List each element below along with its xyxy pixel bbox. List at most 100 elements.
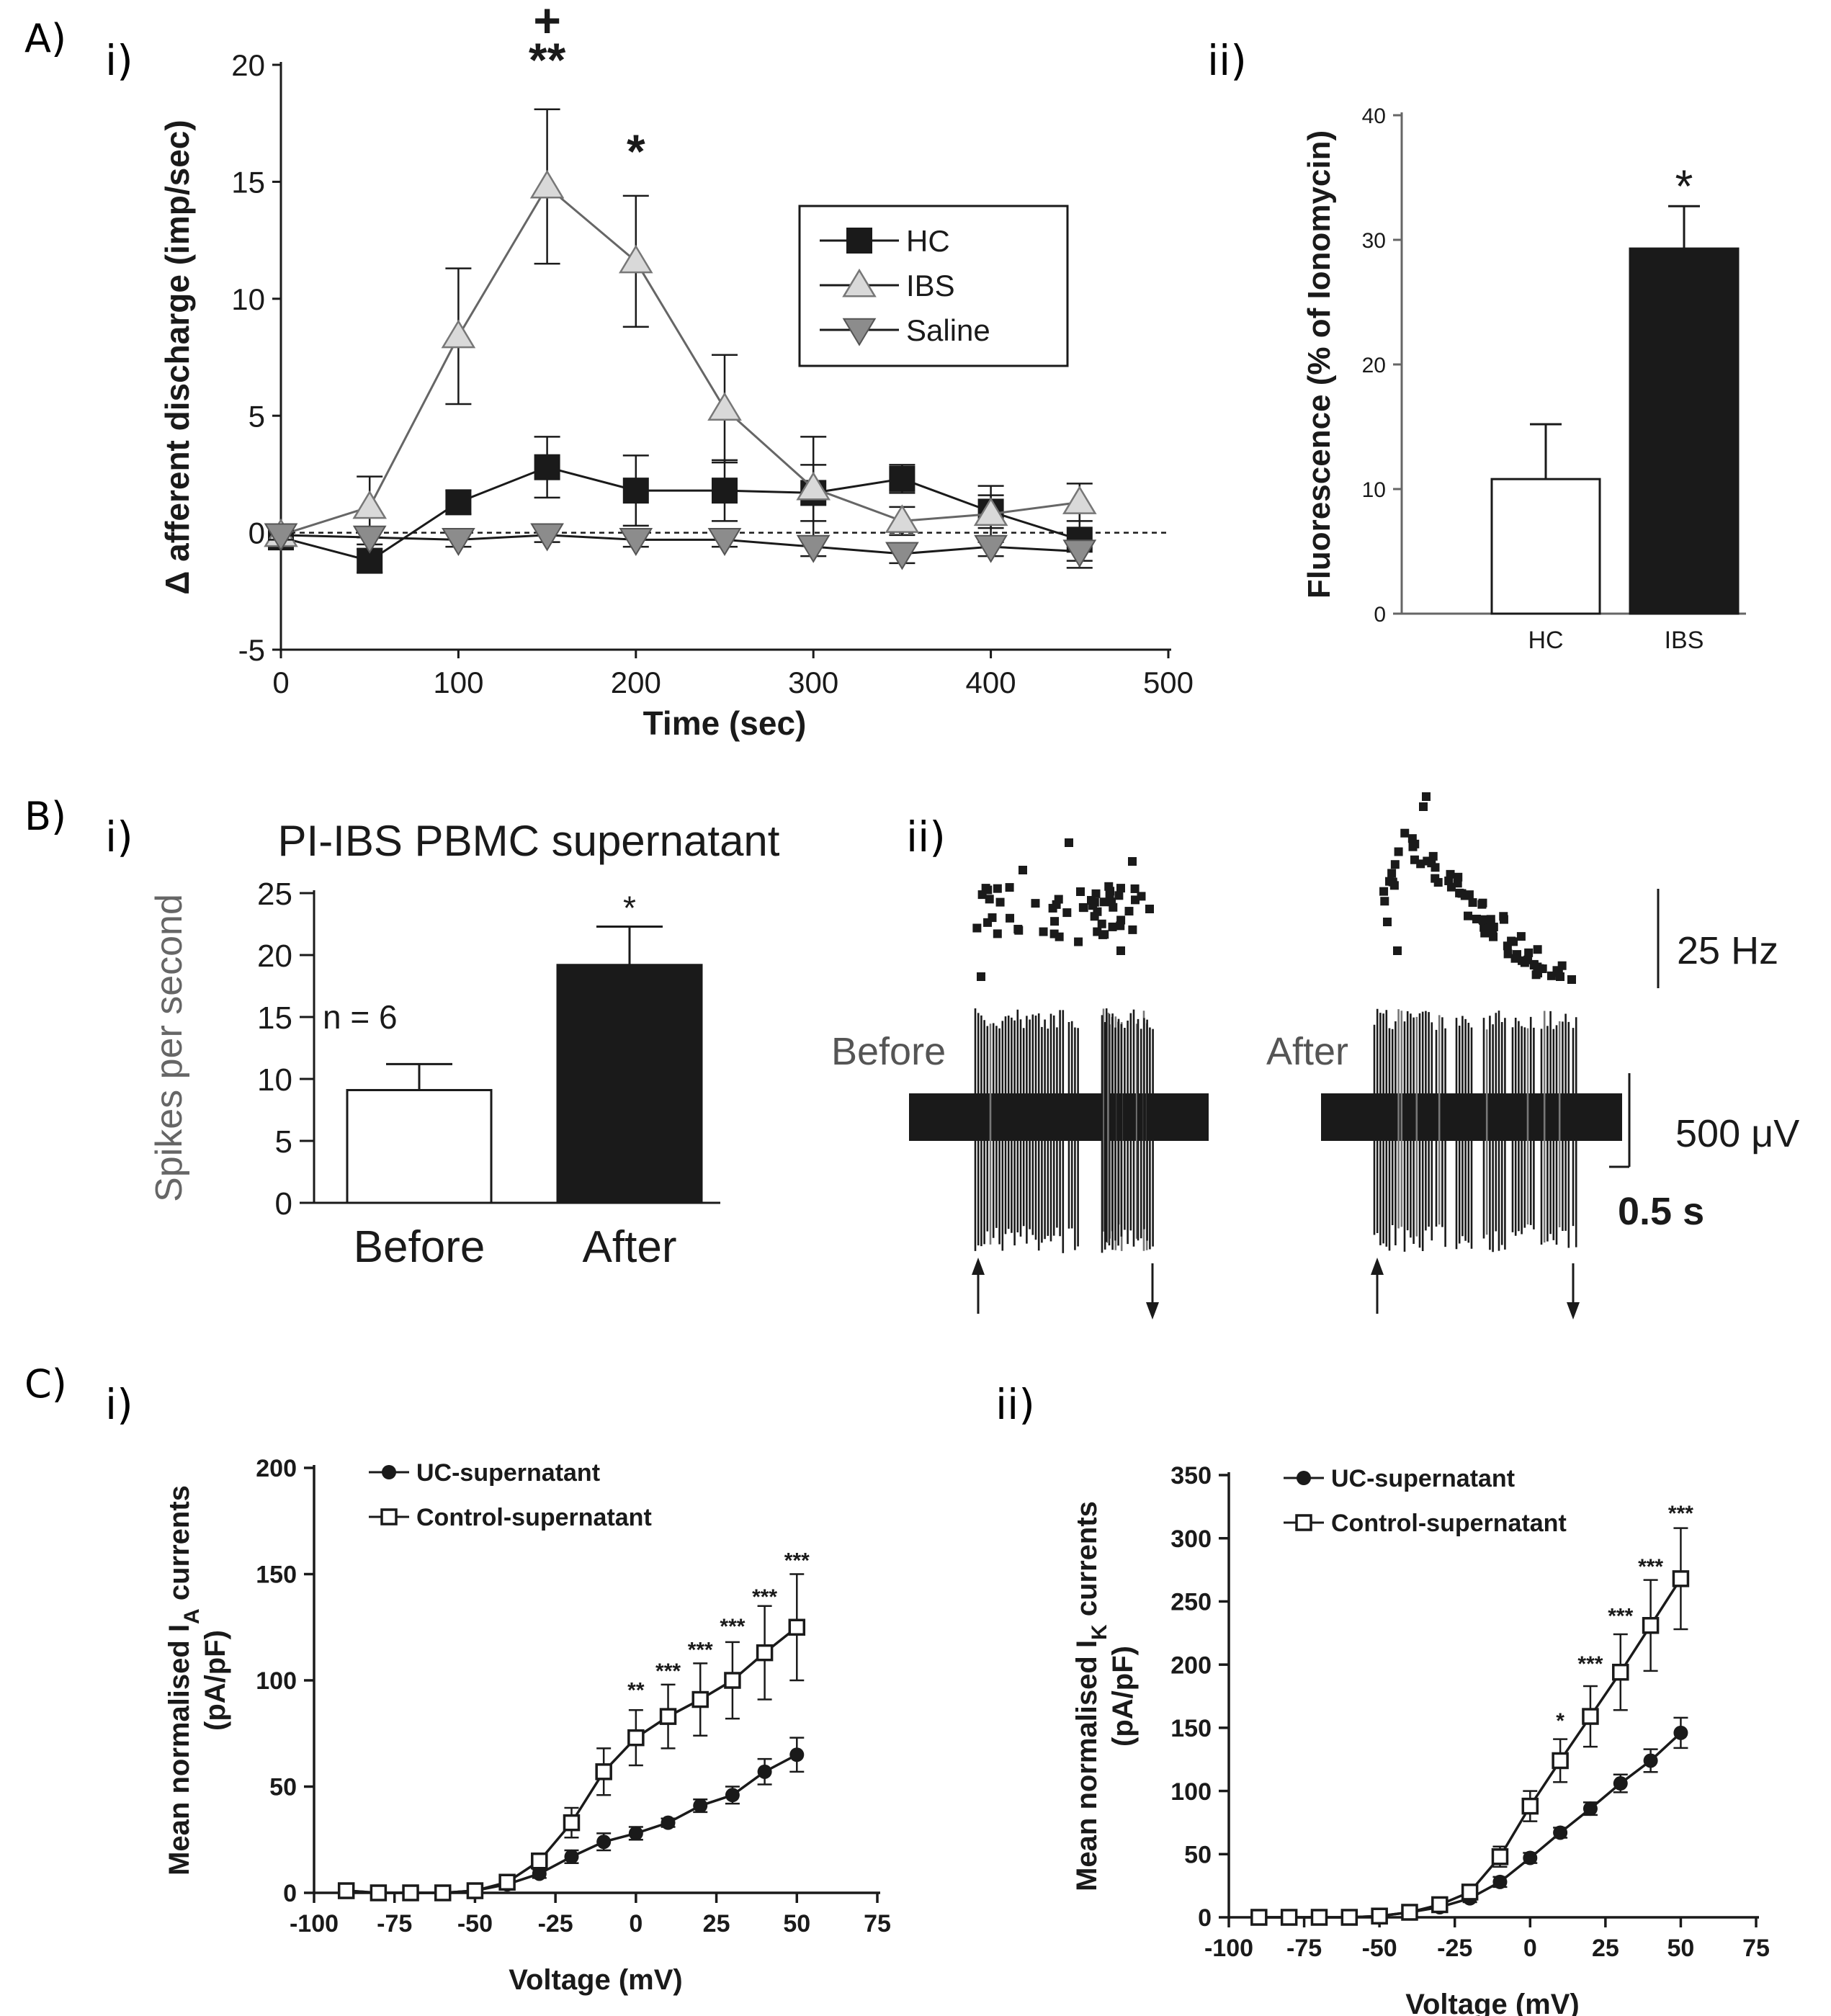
data-point xyxy=(693,1798,708,1814)
category-label-before: Before xyxy=(354,1222,485,1272)
rate-point xyxy=(1098,930,1107,939)
rate-point xyxy=(1107,897,1116,907)
y-tick-label: 250 xyxy=(1170,1589,1212,1616)
rate-point xyxy=(1005,883,1014,892)
legend-marker xyxy=(380,1508,398,1526)
x-tick-label: 0 xyxy=(1523,1935,1537,1962)
significance-marker: *** xyxy=(1638,1555,1663,1579)
rate-point xyxy=(1039,927,1048,936)
data-point xyxy=(337,1882,355,1899)
scale-label-time: 0.5 s xyxy=(1618,1190,1704,1233)
data-point xyxy=(757,1764,772,1779)
rate-point xyxy=(1062,908,1072,918)
y-tick-label: 150 xyxy=(256,1562,297,1589)
data-point xyxy=(707,392,742,421)
rate-point xyxy=(1031,899,1040,908)
significance-marker: *** xyxy=(1668,1502,1693,1526)
rate-point xyxy=(1503,949,1513,959)
data-point xyxy=(789,1747,805,1762)
data-point xyxy=(724,1672,741,1689)
data-point xyxy=(531,1853,548,1870)
rate-point xyxy=(1499,912,1508,921)
rate-point xyxy=(1078,902,1088,912)
data-point xyxy=(1340,1909,1358,1926)
rate-point xyxy=(1431,863,1440,872)
arrow-down-icon xyxy=(1567,1263,1580,1320)
rate-point xyxy=(972,923,982,933)
rate-point xyxy=(1048,903,1057,913)
category-label-after: After xyxy=(583,1222,677,1272)
significance-marker: * xyxy=(627,125,645,178)
x-tick-label: 300 xyxy=(788,666,838,699)
data-point xyxy=(622,478,649,504)
rate-point xyxy=(1390,860,1400,869)
data-point xyxy=(1491,1848,1509,1865)
rate-point xyxy=(1524,948,1534,957)
y-axis-label: Mean normalised IK currents xyxy=(1071,1501,1111,1891)
rate-point xyxy=(1076,887,1085,896)
rate-point xyxy=(1116,884,1125,893)
rate-after xyxy=(1379,792,1576,984)
legend-marker xyxy=(382,1465,396,1479)
data-point xyxy=(1492,1874,1508,1889)
bar-after xyxy=(556,964,703,1204)
y-tick-label: 20 xyxy=(1362,354,1386,377)
data-point xyxy=(1431,1896,1449,1914)
significance-marker: ** xyxy=(627,1679,645,1703)
y-tick-label: 0 xyxy=(283,1880,297,1907)
data-point xyxy=(445,489,472,516)
rate-point xyxy=(993,884,1002,893)
rate-point xyxy=(1090,897,1099,907)
y-tick-label: 20 xyxy=(257,938,292,974)
data-point xyxy=(974,534,1008,563)
y-tick-label: 10 xyxy=(257,1062,292,1098)
y-tick-label: 25 xyxy=(257,877,292,912)
data-point xyxy=(1552,1752,1569,1770)
x-axis-label: Time (sec) xyxy=(643,704,807,742)
data-point xyxy=(619,528,653,556)
x-tick-label: 400 xyxy=(966,666,1016,699)
data-point xyxy=(1461,1883,1479,1901)
rate-point xyxy=(1006,913,1015,923)
scale-label-frequency: 25 Hz xyxy=(1677,929,1778,972)
panel-label-C: C) xyxy=(24,1361,67,1407)
arrow-head xyxy=(972,1258,985,1275)
y-tick-label: 50 xyxy=(269,1774,297,1801)
rate-point xyxy=(983,918,993,927)
arrow-head xyxy=(1146,1302,1159,1320)
significance-marker: ** xyxy=(529,33,566,86)
data-point xyxy=(564,1849,579,1864)
x-tick-label: 50 xyxy=(1667,1935,1695,1962)
chart-A-ii: 0 10 20 30 40 HC IBS Fluorescence (% of Ionomyc… xyxy=(1302,104,1746,654)
y-tick-label: 0 xyxy=(1198,1904,1212,1932)
chart-C-ii: 0 50 100 150 200 250 300 350 -100 -75 -50 -25 0 25 50 7… xyxy=(1071,1462,1770,2016)
arrow-up-icon xyxy=(972,1258,985,1314)
data-point xyxy=(1643,1753,1658,1768)
rate-point xyxy=(1557,961,1567,970)
series-control-supernatant xyxy=(337,1573,806,1901)
rate-point xyxy=(1387,869,1397,878)
rate-point xyxy=(1556,972,1564,981)
rate-point xyxy=(1130,884,1140,893)
rate-point xyxy=(1533,945,1542,954)
data-point xyxy=(563,1814,581,1832)
data-point xyxy=(1523,1850,1538,1865)
rate-point xyxy=(1074,937,1083,946)
y-tick-label: 5 xyxy=(275,1124,292,1160)
significance-marker: *** xyxy=(655,1659,681,1683)
data-point xyxy=(1280,1909,1298,1926)
data-point xyxy=(627,1729,645,1747)
data-point xyxy=(756,1644,774,1662)
series-line xyxy=(1258,1577,1682,1919)
data-point xyxy=(1310,1909,1328,1926)
x-tick-label: -100 xyxy=(290,1910,339,1937)
rate-point xyxy=(1393,946,1402,955)
x-axis-label: Voltage (mV) xyxy=(1405,1989,1580,2016)
data-point xyxy=(1672,1570,1690,1587)
chart-title: PI-IBS PBMC supernatant xyxy=(278,817,780,865)
rate-point xyxy=(1510,954,1520,963)
data-point xyxy=(352,490,388,519)
data-point xyxy=(973,497,1008,527)
data-point xyxy=(1401,1904,1418,1921)
panel-label-A-i: i) xyxy=(105,36,133,85)
